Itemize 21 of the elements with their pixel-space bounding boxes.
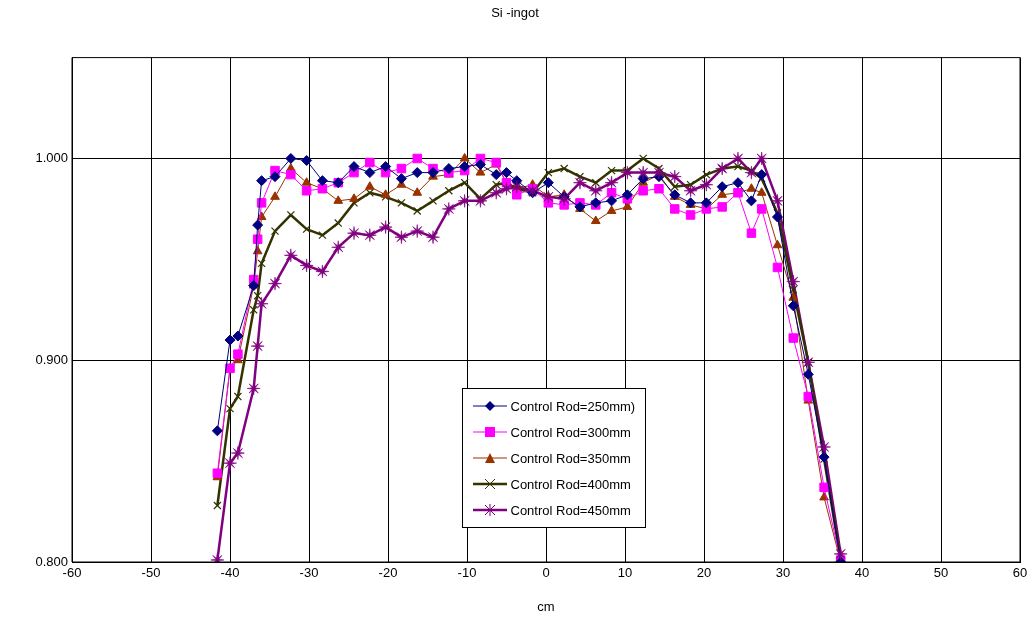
x-tick-label: -30 — [299, 565, 319, 581]
legend-label: Control Rod=450mm — [510, 502, 631, 518]
x-axis-title: cm — [537, 598, 555, 614]
x-tick-label: 0 — [542, 565, 550, 581]
x-tick-label: -10 — [457, 565, 477, 581]
x-tick-label: 50 — [933, 565, 949, 581]
legend-label: Control Rod=400mm — [510, 476, 631, 492]
legend-label: Control Rod=250mm) — [510, 398, 636, 414]
x-tick-label: 10 — [617, 565, 633, 581]
y-tick-label: 0.900 — [35, 351, 68, 367]
x-tick-label: 40 — [854, 565, 870, 581]
legend-label: Control Rod=350mm — [510, 450, 631, 466]
y-tick-label: 1.000 — [35, 150, 68, 166]
x-tick-label: 60 — [1012, 565, 1028, 581]
chart-title: Si -ingot — [491, 5, 540, 21]
x-tick-label: 30 — [775, 565, 791, 581]
x-tick-label: 20 — [696, 565, 712, 581]
legend-label: Control Rod=300mm — [510, 424, 631, 440]
x-tick-label: -50 — [141, 565, 161, 581]
x-tick-label: -20 — [378, 565, 398, 581]
x-tick-label: -40 — [220, 565, 240, 581]
